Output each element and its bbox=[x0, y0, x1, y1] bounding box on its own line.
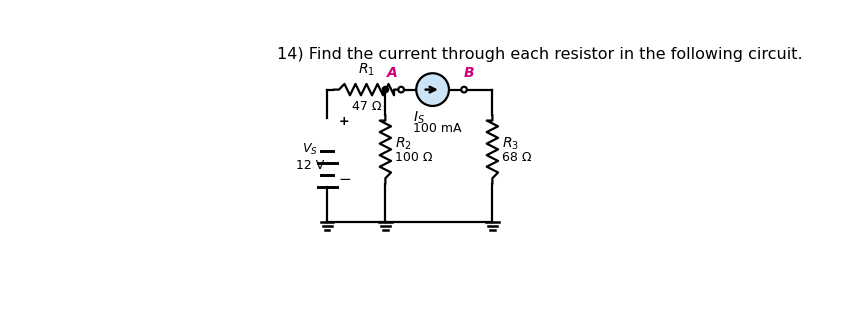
Text: 47 Ω: 47 Ω bbox=[352, 100, 381, 113]
Text: $V_S$: $V_S$ bbox=[302, 142, 318, 157]
Text: 12 V: 12 V bbox=[296, 159, 324, 172]
Text: 68 Ω: 68 Ω bbox=[502, 151, 532, 164]
Text: 100 mA: 100 mA bbox=[413, 122, 462, 135]
Text: A: A bbox=[387, 65, 397, 79]
Circle shape bbox=[416, 73, 449, 106]
Text: B: B bbox=[464, 65, 474, 79]
Circle shape bbox=[382, 86, 389, 93]
Text: $R_2$: $R_2$ bbox=[395, 135, 412, 152]
Text: +: + bbox=[338, 114, 349, 128]
Text: 100 Ω: 100 Ω bbox=[395, 151, 433, 164]
Circle shape bbox=[399, 87, 404, 93]
Text: 14) Find the current through each resistor in the following circuit.: 14) Find the current through each resist… bbox=[277, 47, 802, 62]
Text: $R_3$: $R_3$ bbox=[502, 135, 520, 152]
Text: $R_1$: $R_1$ bbox=[358, 61, 375, 77]
Text: $I_S$: $I_S$ bbox=[413, 110, 425, 126]
Circle shape bbox=[461, 87, 467, 93]
Text: −: − bbox=[338, 172, 351, 187]
